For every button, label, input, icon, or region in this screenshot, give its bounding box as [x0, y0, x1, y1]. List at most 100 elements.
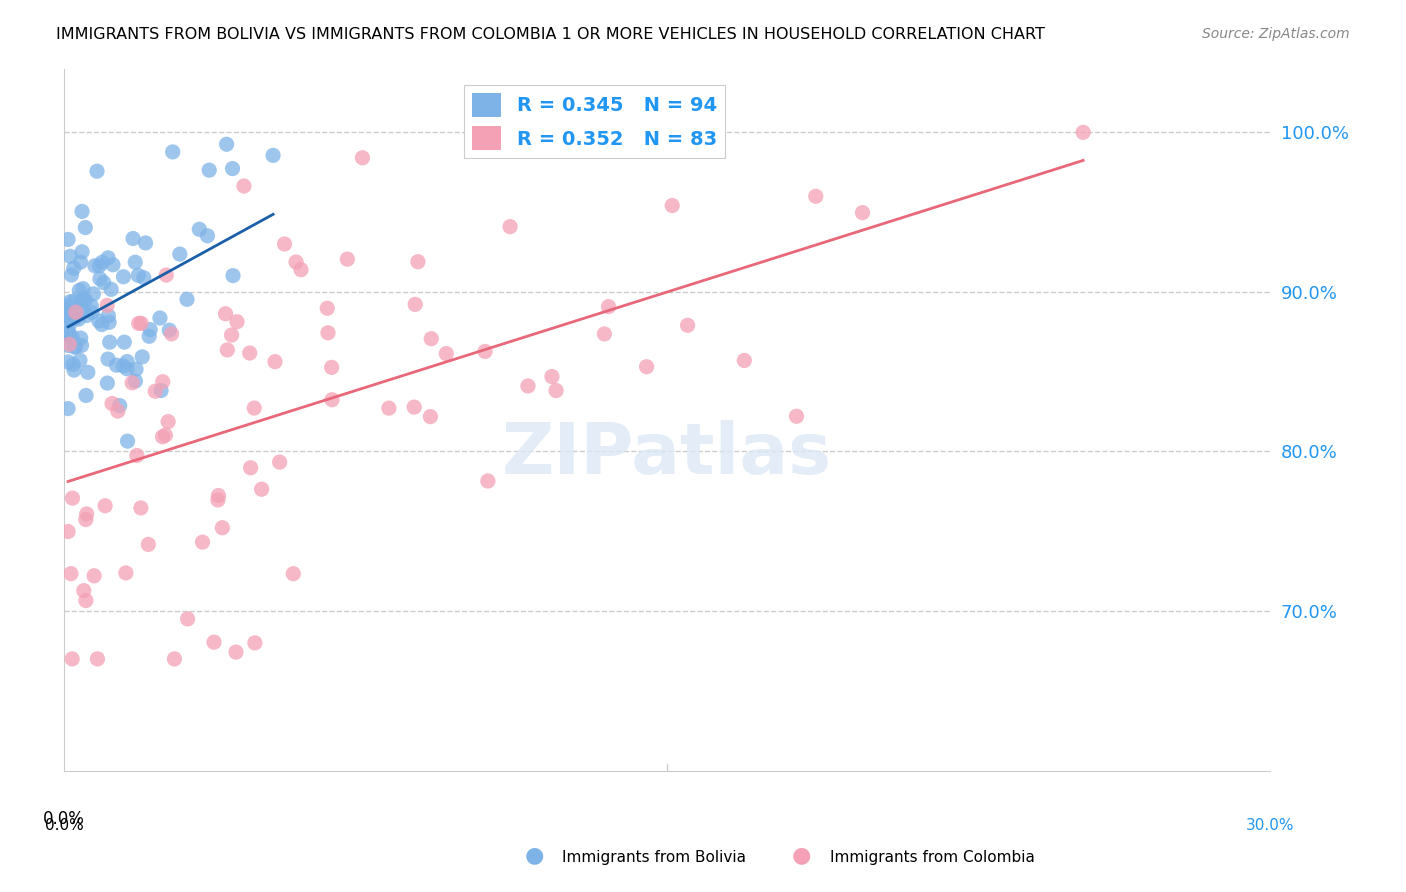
Colombia: [129, 500, 152, 515]
Colombia: [250, 482, 273, 496]
Colombia: [207, 493, 229, 508]
Colombia: [211, 521, 233, 535]
Colombia: [59, 566, 82, 581]
Bolivia: [56, 355, 79, 369]
Colombia: [75, 593, 97, 607]
Colombia: [804, 189, 827, 203]
Colombia: [290, 262, 312, 277]
Colombia: [101, 396, 124, 410]
Bolivia: [112, 359, 135, 373]
Colombia: [546, 384, 568, 398]
Bolivia: [150, 384, 173, 398]
Bolivia: [63, 301, 86, 316]
Colombia: [221, 328, 243, 343]
Colombia: [214, 307, 236, 321]
Bolivia: [188, 222, 211, 236]
Bolivia: [75, 220, 97, 235]
Bolivia: [56, 302, 79, 317]
Bolivia: [70, 204, 93, 219]
Bolivia: [139, 323, 162, 337]
Colombia: [143, 384, 166, 399]
Colombia: [541, 369, 564, 384]
Legend: R = 0.345   N = 94, R = 0.352   N = 83: R = 0.345 N = 94, R = 0.352 N = 83: [464, 86, 724, 158]
Colombia: [129, 316, 152, 330]
Colombia: [336, 252, 359, 267]
Bolivia: [91, 255, 114, 269]
Colombia: [155, 428, 177, 442]
Bolivia: [67, 312, 90, 326]
Bolivia: [176, 293, 198, 307]
Colombia: [155, 268, 177, 282]
Bolivia: [56, 301, 79, 315]
Colombia: [136, 537, 159, 551]
Bolivia: [157, 323, 180, 337]
Bolivia: [222, 268, 245, 283]
Bolivia: [59, 310, 82, 325]
Text: Immigrants from Colombia: Immigrants from Colombia: [830, 850, 1035, 865]
Colombia: [94, 499, 117, 513]
Colombia: [598, 300, 620, 314]
Bolivia: [169, 247, 191, 261]
Bolivia: [115, 354, 138, 368]
Bolivia: [58, 318, 80, 333]
Colombia: [107, 404, 129, 418]
Bolivia: [60, 330, 83, 344]
Bolivia: [101, 258, 124, 272]
Colombia: [125, 449, 148, 463]
Text: ●: ●: [792, 846, 811, 865]
Bolivia: [117, 434, 139, 449]
Colombia: [157, 415, 180, 429]
Bolivia: [56, 298, 79, 312]
Bolivia: [135, 235, 157, 250]
Colombia: [273, 237, 295, 252]
Bolivia: [132, 270, 155, 285]
Bolivia: [56, 310, 79, 324]
Bolivia: [87, 314, 110, 328]
Bolivia: [86, 164, 108, 178]
Bolivia: [56, 326, 79, 340]
Colombia: [636, 359, 658, 374]
Bolivia: [59, 294, 82, 309]
Colombia: [321, 360, 343, 375]
Bolivia: [125, 362, 148, 376]
Colombia: [404, 297, 426, 311]
Colombia: [406, 254, 429, 268]
Bolivia: [149, 311, 172, 326]
Colombia: [243, 636, 266, 650]
Bolivia: [105, 358, 128, 372]
Text: Immigrants from Bolivia: Immigrants from Bolivia: [562, 850, 747, 865]
Colombia: [152, 430, 174, 444]
Bolivia: [63, 311, 86, 326]
Bolivia: [62, 261, 84, 276]
Colombia: [434, 346, 457, 360]
Colombia: [73, 583, 96, 598]
Bolivia: [127, 268, 149, 283]
Colombia: [593, 326, 616, 341]
Bolivia: [72, 292, 94, 306]
Bolivia: [262, 148, 284, 162]
Text: 0.0%: 0.0%: [44, 811, 84, 829]
Bolivia: [58, 309, 80, 323]
Bolivia: [67, 284, 90, 298]
Colombia: [269, 455, 291, 469]
Bolivia: [122, 231, 145, 245]
Colombia: [207, 489, 229, 503]
Bolivia: [97, 309, 120, 323]
Bolivia: [82, 286, 104, 301]
Colombia: [232, 179, 254, 194]
Text: 0.0%: 0.0%: [45, 819, 83, 833]
Bolivia: [60, 268, 83, 282]
Colombia: [163, 652, 186, 666]
Bolivia: [69, 353, 91, 368]
Colombia: [851, 205, 873, 219]
Bolivia: [108, 399, 131, 413]
Bolivia: [70, 338, 93, 352]
Bolivia: [72, 304, 94, 318]
Colombia: [420, 332, 443, 346]
Colombia: [225, 645, 247, 659]
Colombia: [75, 512, 97, 526]
Colombia: [128, 317, 150, 331]
Bolivia: [124, 374, 146, 388]
Text: ●: ●: [524, 846, 544, 865]
Colombia: [477, 474, 499, 488]
